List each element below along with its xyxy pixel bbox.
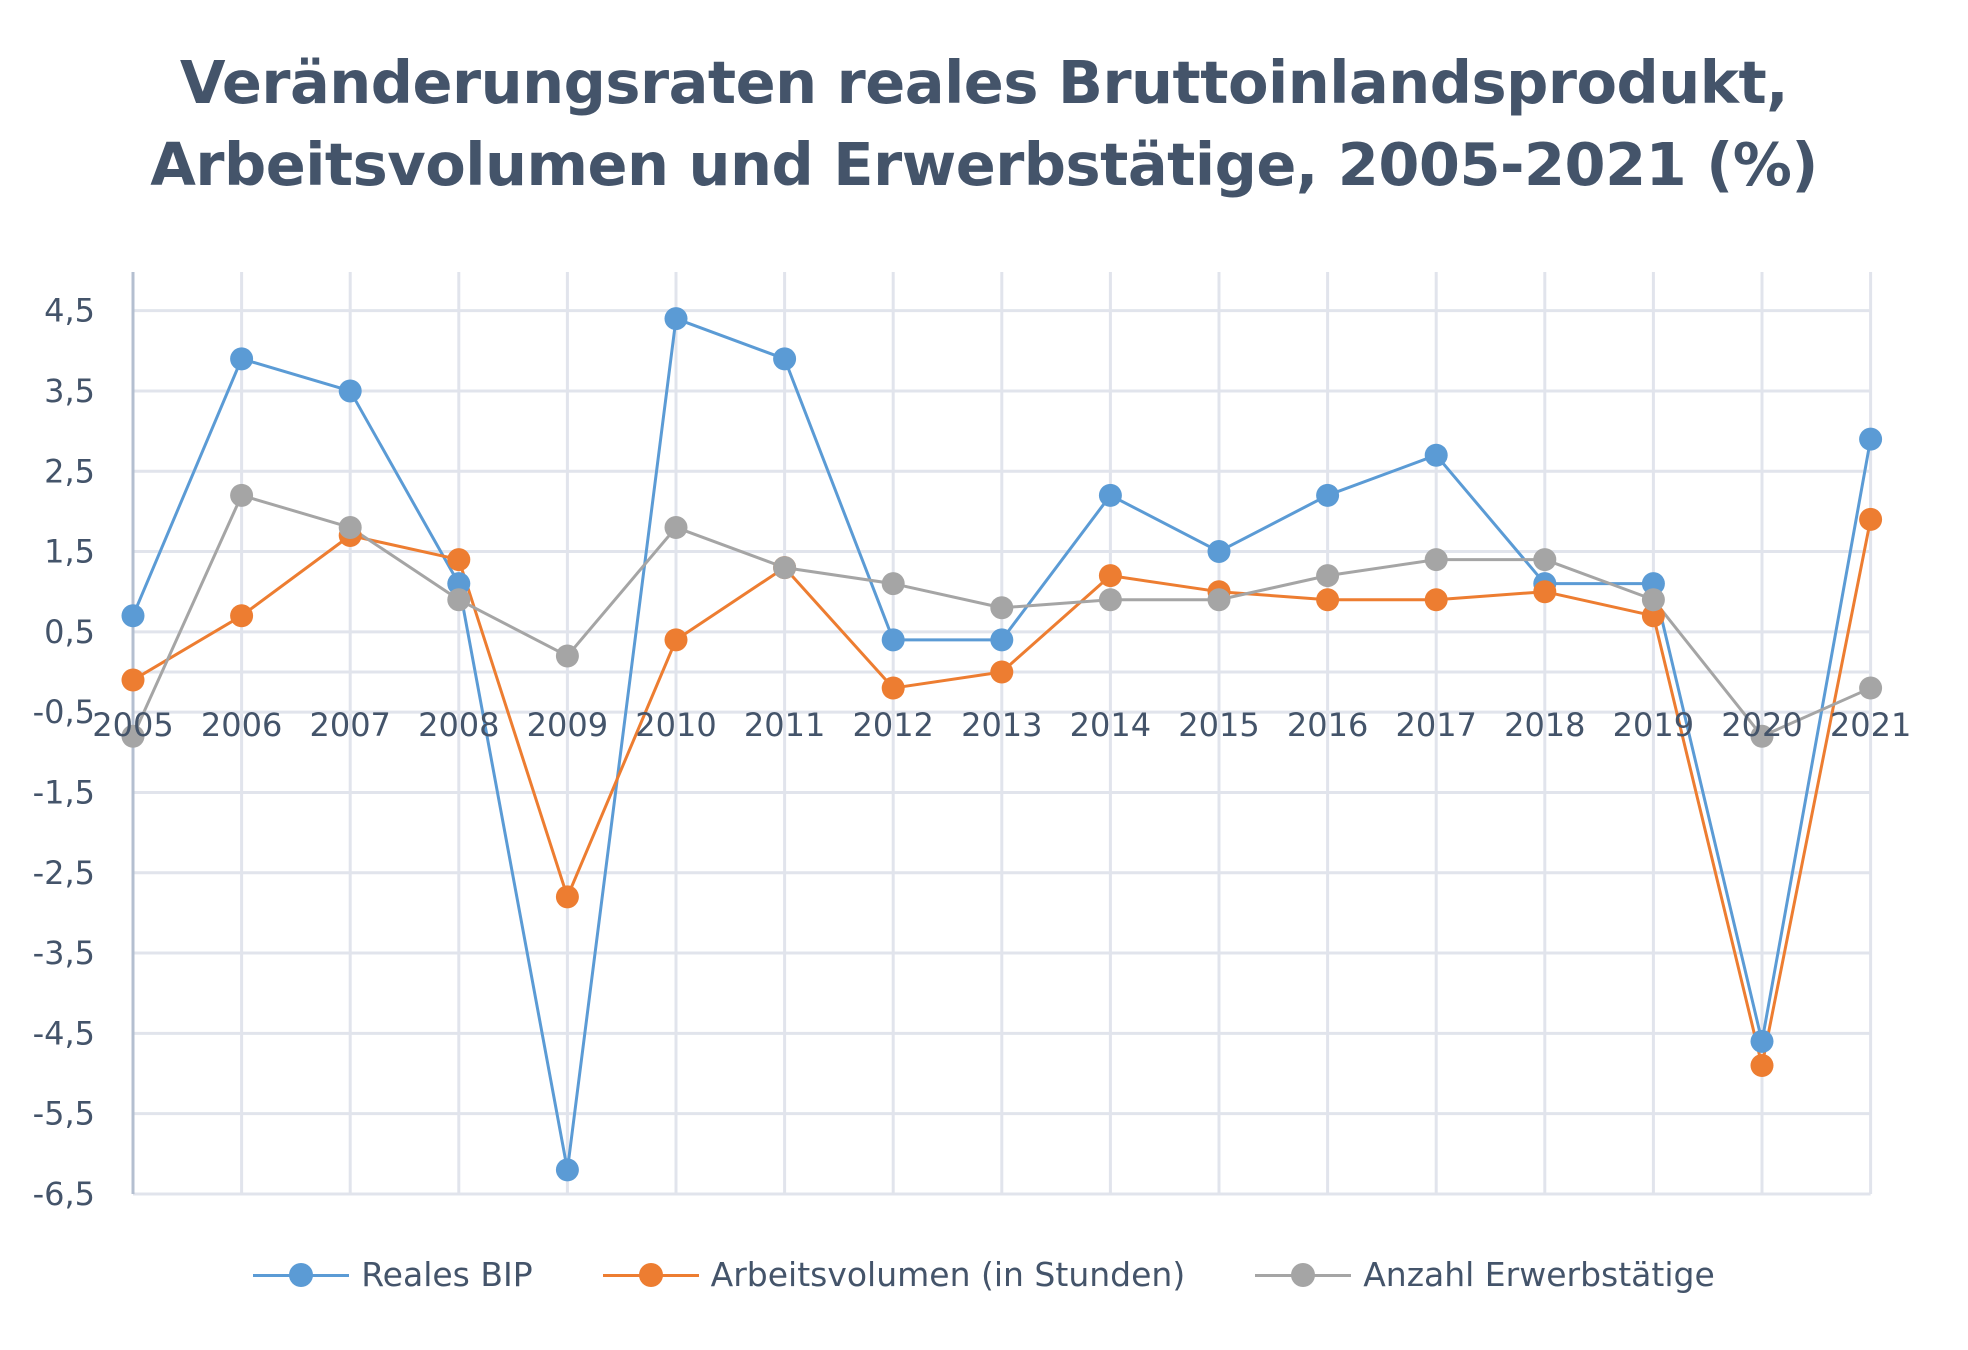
data-point: [447, 548, 471, 572]
data-point: [773, 347, 797, 371]
y-tick-label: 4,5: [44, 292, 95, 330]
x-tick-label: 2009: [527, 706, 608, 744]
gridlines: [133, 272, 1873, 1196]
data-point: [555, 885, 579, 909]
data-point: [881, 572, 905, 596]
y-tick-label: 2,5: [44, 452, 95, 490]
y-tick-label: -1,5: [33, 773, 95, 811]
data-point: [555, 644, 579, 668]
x-tick-label: 2011: [744, 706, 825, 744]
data-point: [121, 604, 145, 628]
data-point: [1859, 676, 1883, 700]
data-point: [447, 572, 471, 596]
data-point: [1207, 588, 1231, 612]
legend-label: Reales BIP: [361, 1255, 533, 1294]
x-tick-labels: 2005 2006 2007 2008 2009 2010 2011 2012 2013 2014…: [92, 706, 1911, 744]
y-tick-label: -0,5: [33, 693, 95, 731]
x-tick-label: 2015: [1178, 706, 1259, 744]
data-point: [990, 596, 1014, 620]
data-point: [990, 660, 1014, 684]
y-tick-label: -2,5: [33, 854, 95, 892]
data-point: [1316, 483, 1340, 507]
data-point: [1533, 580, 1557, 604]
data-point: [1750, 1053, 1774, 1077]
data-point: [1641, 604, 1665, 628]
data-point: [664, 515, 688, 539]
data-point: [881, 676, 905, 700]
data-point: [230, 347, 254, 371]
data-point: [230, 483, 254, 507]
data-point: [1750, 724, 1774, 748]
data-point: [1424, 443, 1448, 467]
y-tick-label: -4,5: [33, 1014, 95, 1052]
x-tick-label: 2008: [418, 706, 499, 744]
x-tick-label: 2017: [1395, 706, 1476, 744]
legend-label: Anzahl Erwerbstätige: [1363, 1255, 1715, 1294]
x-tick-label: 2019: [1613, 706, 1694, 744]
y-tick-label: -6,5: [33, 1175, 95, 1213]
chart-title: Veränderungsraten reales Bruttoinlandspr…: [0, 42, 1968, 206]
x-tick-label: 2006: [201, 706, 282, 744]
x-tick-label: 2013: [961, 706, 1042, 744]
y-tick-labels: 4,5 3,5 2,5 1,5 0,5 -0,5 -1,5 -2,5 -3,5 -4,5 -5,5 -…: [33, 292, 95, 1213]
data-point: [230, 604, 254, 628]
legend-label: Arbeitsvolumen (in Stunden): [710, 1255, 1186, 1294]
data-point: [447, 588, 471, 612]
x-tick-label: 2016: [1287, 706, 1368, 744]
legend-marker-icon: [1255, 1260, 1352, 1290]
data-point: [121, 668, 145, 692]
x-tick-label: 2014: [1070, 706, 1151, 744]
data-point: [1533, 548, 1557, 572]
data-point: [338, 379, 362, 403]
x-tick-label: 2007: [309, 706, 390, 744]
legend-marker-icon: [602, 1260, 699, 1290]
chart-title-line-2: Arbeitsvolumen und Erwerbstätige, 2005-2…: [150, 130, 1818, 199]
data-point: [121, 724, 145, 748]
legend-marker-icon: [253, 1260, 350, 1290]
y-tick-label: 0,5: [44, 613, 95, 651]
legend-item: Arbeitsvolumen (in Stunden): [602, 1255, 1186, 1294]
chart-title-line-1: Veränderungsraten reales Bruttoinlandspr…: [179, 48, 1789, 117]
data-point: [1098, 564, 1122, 588]
data-point: [664, 628, 688, 652]
y-tick-label: -5,5: [33, 1095, 95, 1133]
y-tick-label: 1,5: [44, 533, 95, 571]
legend-item: Anzahl Erwerbstätige: [1255, 1255, 1715, 1294]
data-point: [1859, 427, 1883, 451]
y-tick-label: 3,5: [44, 372, 95, 410]
data-point: [1641, 588, 1665, 612]
data-point: [1750, 1029, 1774, 1053]
data-point: [990, 628, 1014, 652]
x-tick-label: 2020: [1721, 706, 1802, 744]
data-point: [1316, 564, 1340, 588]
x-tick-label: 2021: [1830, 706, 1911, 744]
legend-item: Reales BIP: [253, 1255, 533, 1294]
data-point: [1424, 588, 1448, 612]
data-point: [555, 1158, 579, 1182]
data-point: [1098, 588, 1122, 612]
data-point: [1207, 540, 1231, 564]
series-points: [121, 307, 1883, 1182]
data-point: [664, 307, 688, 331]
data-point: [1316, 588, 1340, 612]
x-tick-label: 2012: [852, 706, 933, 744]
y-tick-label: -3,5: [33, 934, 95, 972]
x-tick-label: 2010: [635, 706, 716, 744]
data-point: [1859, 507, 1883, 531]
legend: Reales BIP Arbeitsvolumen (in Stunden) Anz…: [0, 1255, 1968, 1294]
data-point: [773, 556, 797, 580]
x-tick-label: 2018: [1504, 706, 1585, 744]
data-point: [1641, 572, 1665, 596]
data-point: [338, 515, 362, 539]
data-point: [1098, 483, 1122, 507]
x-tick-label: 2005: [92, 706, 173, 744]
data-point: [881, 628, 905, 652]
data-point: [1424, 548, 1448, 572]
